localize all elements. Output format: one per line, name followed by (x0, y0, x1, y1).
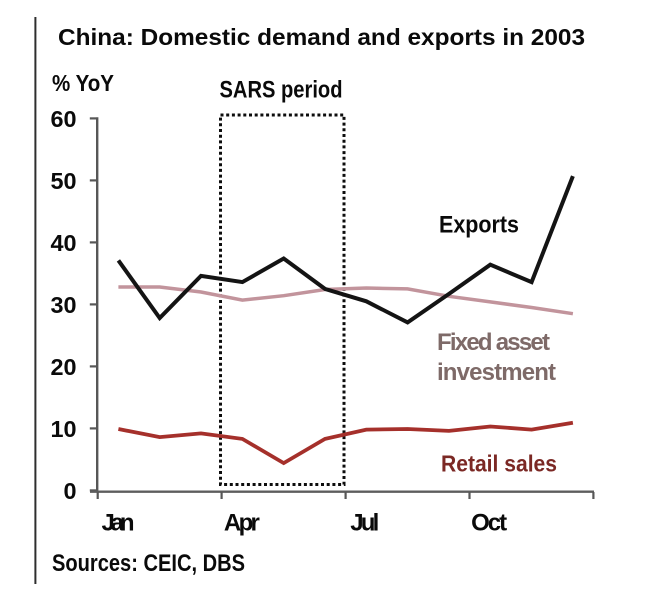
svg-text:Retail sales: Retail sales (441, 451, 557, 477)
svg-text:20: 20 (50, 354, 76, 380)
svg-text:SARS period: SARS period (220, 77, 343, 104)
svg-text:Exports: Exports (439, 212, 519, 239)
svg-text:Fixed asset: Fixed asset (437, 329, 550, 356)
svg-text:0: 0 (63, 478, 76, 504)
svg-text:% YoY: % YoY (52, 70, 114, 96)
svg-text:50: 50 (50, 168, 76, 194)
svg-text:Apr: Apr (224, 509, 260, 536)
svg-text:Jul: Jul (350, 509, 379, 536)
svg-text:Jan: Jan (102, 509, 135, 536)
svg-text:30: 30 (50, 292, 76, 318)
svg-text:China: Domestic demand and exp: China: Domestic demand and exports in 20… (58, 24, 585, 50)
svg-text:40: 40 (50, 230, 76, 256)
svg-text:investment: investment (437, 359, 556, 386)
svg-text:Sources: CEIC, DBS: Sources: CEIC, DBS (52, 550, 245, 577)
svg-text:60: 60 (50, 106, 76, 132)
svg-text:10: 10 (50, 416, 76, 442)
svg-text:Oct: Oct (471, 509, 507, 536)
